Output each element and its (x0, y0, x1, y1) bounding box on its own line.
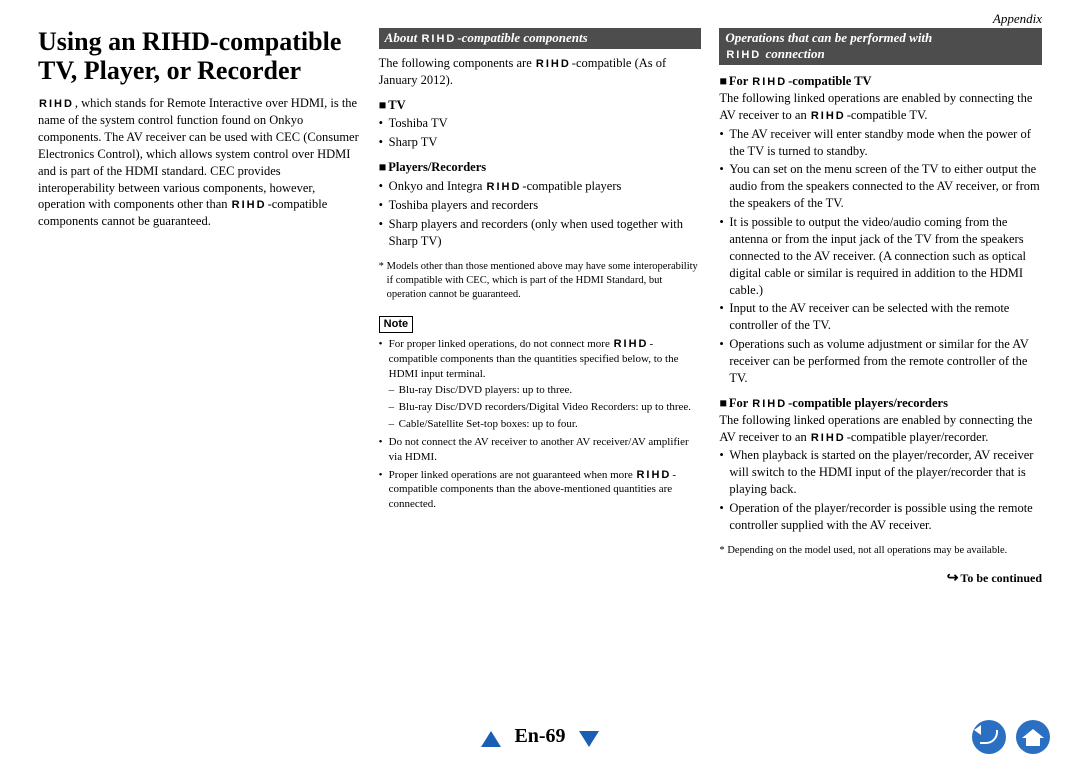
rihd-logo-icon: RIHD (535, 57, 572, 72)
column-3: Operations that can be performed with RI… (719, 28, 1042, 589)
footnote-models: Models other than those mentioned above … (379, 260, 702, 303)
player-compat-para: The following linked operations are enab… (719, 412, 1042, 446)
dash-item: Cable/Satellite Set-top boxes: up to fou… (389, 417, 702, 432)
list-item: Operations such as volume adjustment or … (719, 336, 1042, 387)
rihd-logo-icon: RIHD (751, 75, 788, 90)
tv-heading-text: TV (388, 98, 405, 112)
dash-item: Blu-ray Disc/DVD recorders/Digital Video… (389, 400, 702, 415)
list-item: Input to the AV receiver can be selected… (719, 300, 1042, 334)
note-label: Note (379, 316, 413, 333)
tv-heading: ■TV (379, 97, 702, 114)
players-heading-text: Players/Recorders (388, 160, 486, 174)
h-text-a: For (729, 74, 751, 88)
rihd-logo-icon: RIHD (810, 431, 847, 446)
p-text-b: -compatible player/recorder. (847, 430, 989, 444)
breadcrumb-appendix: Appendix (993, 10, 1042, 28)
to-be-continued: ↪To be continued (719, 570, 1042, 589)
list-item: It is possible to output the video/audio… (719, 214, 1042, 298)
intro-text-a: , which stands for Remote Interactive ov… (38, 96, 359, 211)
back-arrow-icon (980, 730, 998, 744)
about-para: The following components are RIHD-compat… (379, 55, 702, 89)
nav-icons (972, 720, 1050, 754)
note-text-a: For proper linked operations, do not con… (389, 338, 613, 350)
tv-compat-heading: ■For RIHD-compatible TV (719, 73, 1042, 90)
list-item: You can set on the menu screen of the TV… (719, 161, 1042, 212)
h-text-a: For (729, 396, 751, 410)
h-text-b: -compatible TV (788, 74, 871, 88)
list-item: Toshiba TV (379, 115, 702, 132)
players-heading: ■Players/Recorders (379, 159, 702, 176)
p-text-b: -compatible TV. (847, 108, 928, 122)
notes-list: For proper linked operations, do not con… (379, 337, 702, 512)
about-text-a: The following components are (379, 56, 535, 70)
page-footer: En-69 (0, 723, 1080, 750)
tv-list: Toshiba TV Sharp TV (379, 115, 702, 151)
rihd-logo-icon: RIHD (725, 49, 762, 63)
rihd-logo-icon: RIHD (486, 180, 523, 195)
intro-paragraph: RIHD, which stands for Remote Interactiv… (38, 95, 361, 230)
list-item: For proper linked operations, do not con… (379, 337, 702, 432)
list-item: Proper linked operations are not guarant… (379, 468, 702, 513)
banner-line1: Operations that can be performed with (725, 30, 932, 45)
column-1: Using an RIHD-compatible TV, Player, or … (38, 28, 361, 589)
home-icon (1022, 729, 1044, 746)
note-text-a: Proper linked operations are not guarant… (389, 469, 636, 481)
banner-operations: Operations that can be performed with RI… (719, 28, 1042, 65)
banner-text-a: About (385, 30, 421, 45)
list-item: Onkyo and Integra RIHD-compatible player… (379, 178, 702, 195)
banner-line2: connection (762, 46, 824, 61)
continue-arrow-icon: ↪ (947, 571, 959, 586)
li-text-a: Onkyo and Integra (389, 179, 486, 193)
list-item: Sharp TV (379, 134, 702, 151)
tbc-text: To be continued (960, 571, 1042, 585)
h-text-b: -compatible players/recorders (788, 396, 948, 410)
list-item: When playback is started on the player/r… (719, 447, 1042, 498)
list-item: Sharp players and recorders (only when u… (379, 216, 702, 250)
banner-text-b: -compatible components (457, 30, 587, 45)
list-item: The AV receiver will enter standby mode … (719, 126, 1042, 160)
rihd-logo-icon: RIHD (420, 33, 457, 47)
rihd-logo-icon: RIHD (231, 198, 268, 213)
list-item: Operation of the player/recorder is poss… (719, 500, 1042, 534)
page-number: En-69 (514, 723, 565, 750)
content-columns: Using an RIHD-compatible TV, Player, or … (38, 28, 1042, 589)
page-title: Using an RIHD-compatible TV, Player, or … (38, 28, 361, 85)
back-button[interactable] (972, 720, 1006, 754)
banner-about: About RIHD-compatible components (379, 28, 702, 49)
rihd-logo-icon: RIHD (635, 468, 672, 483)
list-item: Do not connect the AV receiver to anothe… (379, 435, 702, 465)
rihd-logo-icon: RIHD (751, 397, 788, 412)
tv-compat-list: The AV receiver will enter standby mode … (719, 126, 1042, 387)
li-text-b: -compatible players (522, 179, 621, 193)
players-list: Onkyo and Integra RIHD-compatible player… (379, 178, 702, 250)
tv-compat-para: The following linked operations are enab… (719, 90, 1042, 124)
player-compat-list: When playback is started on the player/r… (719, 447, 1042, 533)
list-item: Toshiba players and recorders (379, 197, 702, 214)
home-button[interactable] (1016, 720, 1050, 754)
rihd-logo-icon: RIHD (613, 337, 650, 352)
footnote-depending: Depending on the model used, not all ope… (719, 544, 1042, 558)
rihd-logo-icon: RIHD (810, 109, 847, 124)
column-2: About RIHD-compatible components The fol… (379, 28, 702, 589)
prev-page-icon[interactable] (481, 731, 501, 747)
rihd-logo-icon: RIHD (38, 97, 75, 112)
next-page-icon[interactable] (579, 731, 599, 747)
player-compat-heading: ■For RIHD-compatible players/recorders (719, 395, 1042, 412)
dash-item: Blu-ray Disc/DVD players: up to three. (389, 383, 702, 398)
